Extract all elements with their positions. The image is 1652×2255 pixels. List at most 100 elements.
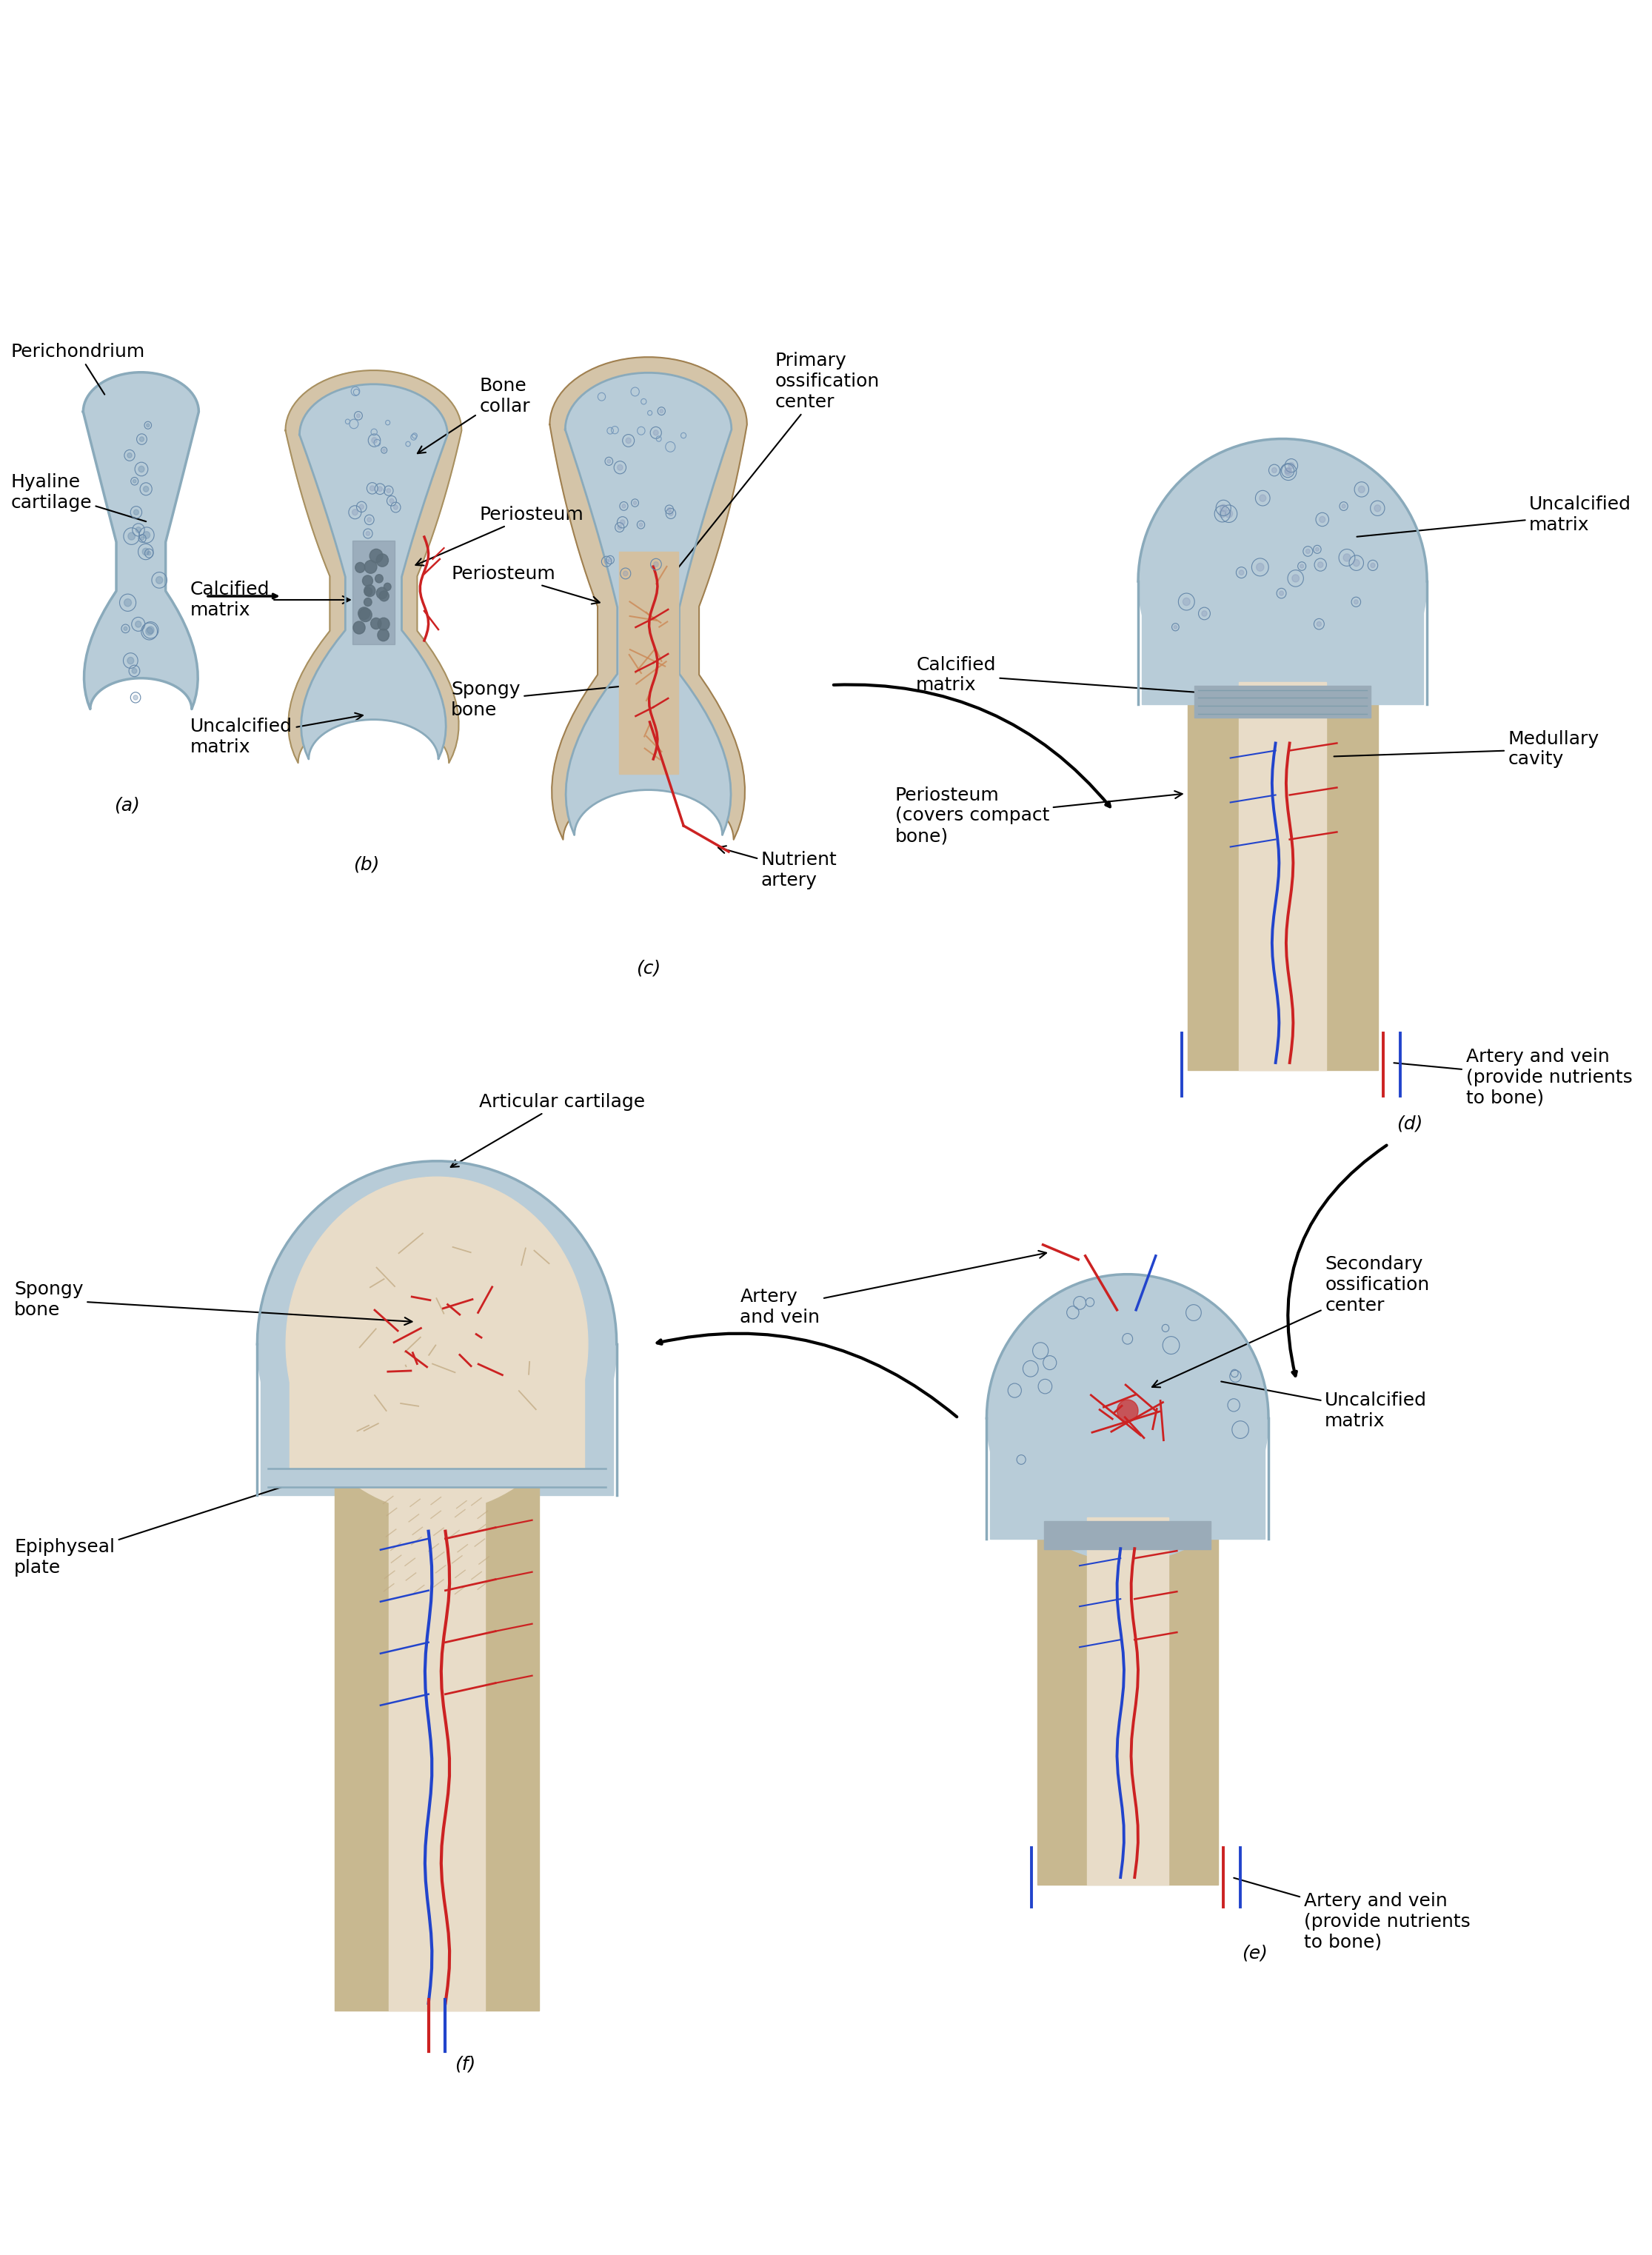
Circle shape: [1201, 611, 1208, 616]
Circle shape: [357, 415, 360, 417]
Polygon shape: [352, 541, 395, 645]
Circle shape: [147, 550, 150, 555]
Circle shape: [135, 620, 142, 627]
Circle shape: [1300, 564, 1303, 568]
Circle shape: [127, 656, 134, 663]
Text: Secondary
ossification
center: Secondary ossification center: [1151, 1256, 1429, 1387]
Text: (e): (e): [1242, 1944, 1267, 1962]
Bar: [1239, 683, 1327, 1071]
Bar: [1142, 582, 1424, 704]
Text: Artery and vein
(provide nutrients
to bone): Artery and vein (provide nutrients to bo…: [1234, 1878, 1470, 1951]
Circle shape: [608, 557, 611, 561]
Circle shape: [1320, 516, 1325, 523]
Ellipse shape: [986, 1274, 1269, 1560]
Circle shape: [358, 607, 370, 620]
Circle shape: [127, 453, 132, 458]
Text: Periosteum: Periosteum: [416, 505, 583, 566]
Circle shape: [1358, 487, 1365, 494]
Circle shape: [363, 598, 372, 607]
Circle shape: [1374, 505, 1381, 512]
Text: (b): (b): [354, 857, 380, 875]
Circle shape: [132, 667, 137, 674]
Text: Bone
collar: Bone collar: [418, 377, 530, 453]
Bar: [335, 1486, 539, 2011]
Ellipse shape: [1138, 440, 1427, 724]
Circle shape: [1305, 548, 1310, 552]
Circle shape: [363, 584, 375, 598]
Circle shape: [633, 501, 636, 505]
Circle shape: [365, 532, 370, 537]
Circle shape: [608, 460, 611, 462]
Ellipse shape: [286, 1177, 588, 1511]
Bar: [268, 1468, 606, 1486]
Bar: [1044, 1522, 1211, 1549]
Bar: [289, 1344, 585, 1484]
Circle shape: [1183, 598, 1189, 607]
Circle shape: [1318, 561, 1323, 568]
Circle shape: [375, 575, 383, 582]
Circle shape: [1371, 564, 1374, 568]
Circle shape: [352, 510, 358, 514]
Text: Nutrient
artery: Nutrient artery: [719, 846, 838, 888]
Circle shape: [1353, 559, 1360, 566]
Polygon shape: [299, 383, 448, 760]
Text: Spongy
bone: Spongy bone: [15, 1281, 411, 1326]
Bar: [1194, 686, 1371, 717]
Circle shape: [618, 525, 621, 530]
Circle shape: [1285, 467, 1290, 474]
Circle shape: [370, 618, 382, 629]
Circle shape: [1292, 575, 1298, 582]
Circle shape: [390, 498, 393, 503]
Text: (a): (a): [114, 796, 140, 814]
Circle shape: [1285, 469, 1292, 476]
Circle shape: [1117, 1400, 1138, 1423]
Circle shape: [377, 555, 388, 566]
Circle shape: [605, 559, 608, 564]
Circle shape: [1289, 462, 1294, 469]
Circle shape: [139, 467, 144, 471]
Text: Calcified
matrix: Calcified matrix: [190, 582, 350, 620]
Text: (c): (c): [636, 961, 661, 976]
Circle shape: [387, 489, 390, 494]
Text: (d): (d): [1396, 1116, 1422, 1132]
Circle shape: [618, 465, 623, 471]
Circle shape: [1279, 591, 1284, 595]
Circle shape: [623, 571, 628, 575]
Circle shape: [1259, 494, 1265, 501]
Bar: [1188, 683, 1378, 1071]
Circle shape: [132, 480, 135, 483]
Circle shape: [654, 561, 659, 566]
Text: Spongy
bone: Spongy bone: [451, 681, 631, 719]
Circle shape: [620, 519, 624, 525]
Circle shape: [124, 627, 127, 631]
Bar: [620, 552, 677, 773]
Bar: [990, 1418, 1265, 1540]
Circle shape: [370, 485, 375, 492]
Circle shape: [127, 532, 135, 539]
Circle shape: [155, 577, 164, 584]
Text: Primary
ossification
center: Primary ossification center: [657, 352, 881, 593]
Text: Hyaline
cartilage: Hyaline cartilage: [10, 474, 145, 521]
Circle shape: [383, 449, 385, 451]
Text: Perichondrium: Perichondrium: [10, 343, 145, 395]
Bar: [1037, 1518, 1218, 1885]
Circle shape: [378, 629, 388, 640]
Circle shape: [1239, 571, 1244, 575]
Circle shape: [1226, 510, 1232, 519]
Circle shape: [372, 437, 377, 444]
Circle shape: [142, 548, 149, 555]
Text: (f): (f): [454, 2057, 476, 2075]
Bar: [1087, 1518, 1168, 1885]
Text: Artery and vein
(provide nutrients
to bone): Artery and vein (provide nutrients to bo…: [1394, 1049, 1632, 1107]
Circle shape: [621, 505, 626, 507]
Circle shape: [639, 523, 643, 528]
Circle shape: [667, 507, 671, 512]
Circle shape: [1219, 510, 1226, 516]
Text: Epiphyseal
plate: Epiphyseal plate: [15, 1477, 307, 1576]
Circle shape: [1272, 467, 1277, 474]
Bar: [261, 1344, 613, 1495]
Circle shape: [383, 584, 392, 591]
Polygon shape: [565, 372, 732, 834]
Circle shape: [370, 548, 383, 564]
Circle shape: [365, 559, 377, 573]
